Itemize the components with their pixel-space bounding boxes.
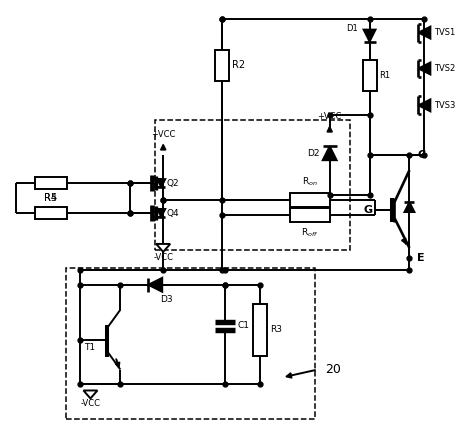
Text: T1: T1	[84, 343, 95, 352]
Text: C: C	[417, 150, 425, 160]
Text: TVS1: TVS1	[433, 28, 455, 37]
Text: R$_{off}$: R$_{off}$	[300, 227, 318, 239]
Bar	[289, 193, 329, 207]
Polygon shape	[322, 146, 336, 160]
Text: +VCC: +VCC	[150, 130, 175, 139]
Text: R$_{on}$: R$_{on}$	[301, 176, 317, 188]
Text: R4: R4	[44, 193, 57, 203]
Polygon shape	[156, 244, 170, 252]
Text: G: G	[363, 205, 372, 215]
Text: -VCC: -VCC	[153, 253, 173, 262]
Polygon shape	[418, 27, 430, 39]
Text: D1: D1	[345, 24, 357, 33]
Bar	[214, 49, 229, 81]
Text: -VCC: -VCC	[80, 400, 100, 409]
Polygon shape	[418, 62, 430, 74]
Text: +VCC: +VCC	[317, 112, 341, 121]
Polygon shape	[363, 30, 375, 41]
Bar	[35, 207, 66, 219]
Text: Q2: Q2	[166, 178, 178, 188]
Bar	[289, 208, 329, 222]
Text: TVS3: TVS3	[433, 101, 455, 110]
Bar	[65, 268, 314, 419]
Text: TVS2: TVS2	[433, 64, 455, 73]
Polygon shape	[148, 278, 162, 292]
Bar	[362, 60, 376, 91]
Text: R5: R5	[44, 193, 57, 203]
Bar	[155, 120, 349, 250]
Polygon shape	[157, 209, 165, 217]
Text: Q4: Q4	[166, 209, 178, 218]
Text: R3: R3	[269, 325, 282, 334]
Text: C1: C1	[238, 321, 250, 330]
Text: D2: D2	[307, 149, 319, 158]
Polygon shape	[404, 202, 413, 212]
Polygon shape	[83, 390, 97, 398]
Text: R2: R2	[232, 61, 244, 70]
Text: 20: 20	[324, 363, 340, 376]
Text: E: E	[417, 253, 424, 263]
Bar	[252, 304, 266, 356]
Bar	[35, 177, 66, 189]
Polygon shape	[157, 179, 165, 187]
Polygon shape	[418, 99, 430, 111]
Text: D3: D3	[160, 295, 173, 304]
Text: R1: R1	[379, 71, 390, 80]
